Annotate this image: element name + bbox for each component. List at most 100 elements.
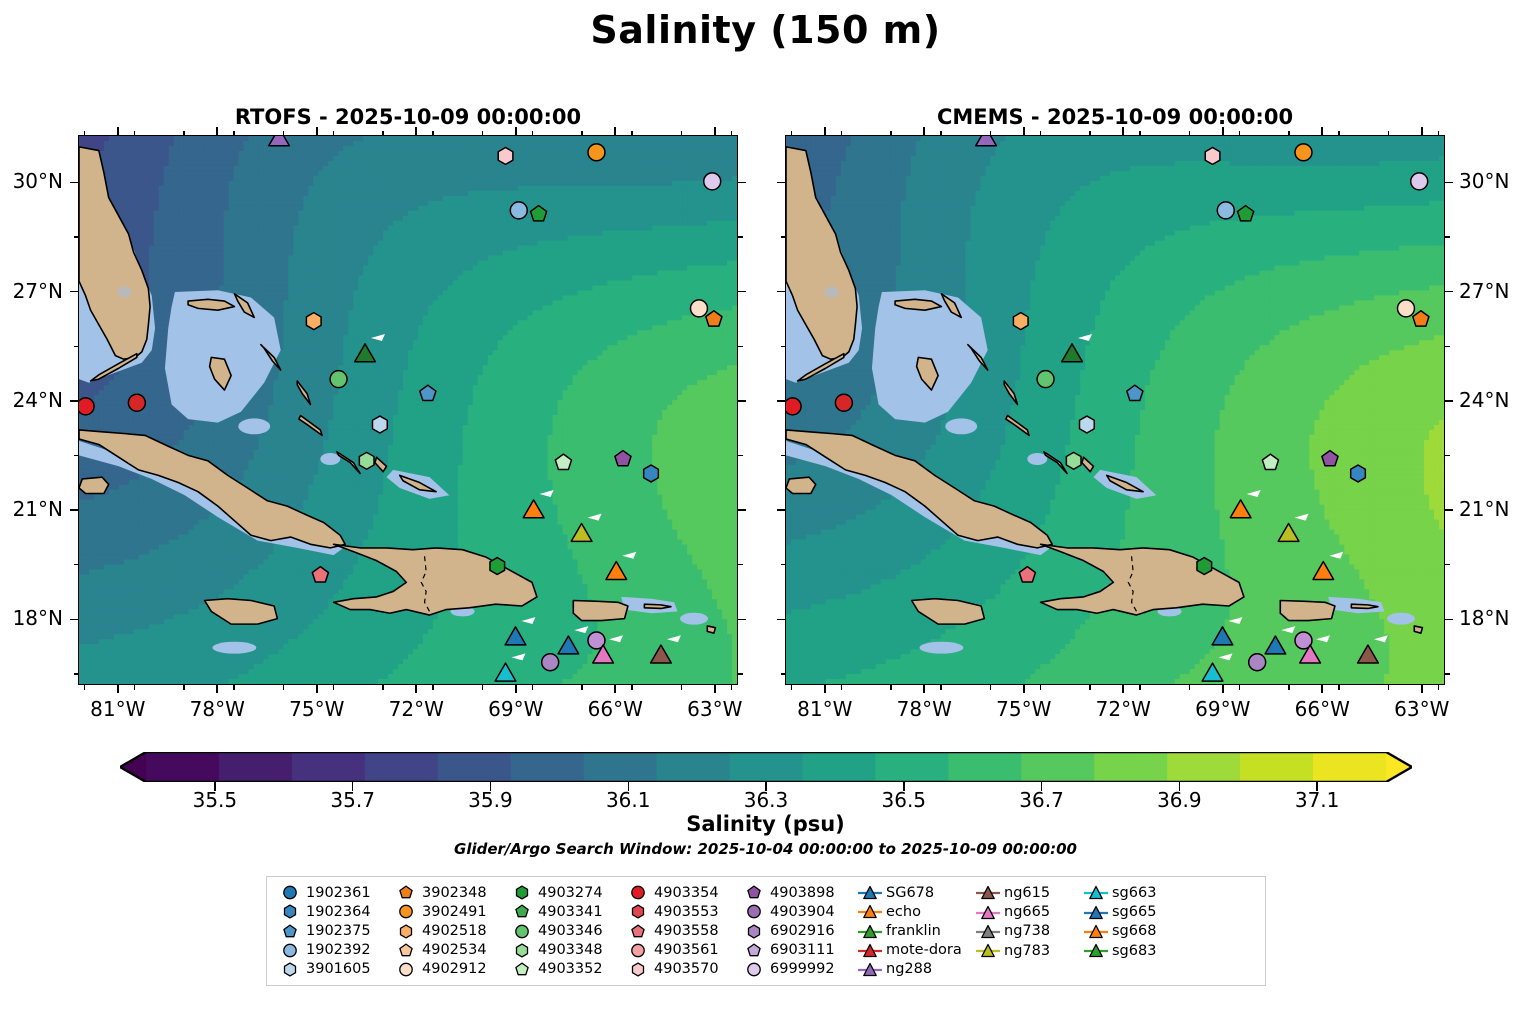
legend-item[interactable]: sg683 [1083, 941, 1183, 960]
legend-item[interactable]: ng738 [975, 922, 1083, 941]
legend-item[interactable]: 1902364 [277, 902, 393, 921]
x-axis-label: 63°W [1362, 697, 1482, 721]
y-axis-minor-tick [780, 673, 785, 675]
legend-item[interactable]: 1902361 [277, 883, 393, 902]
x-axis-tick [1221, 127, 1224, 135]
x-axis-tick [1420, 127, 1423, 135]
colorbar-tick-label: 35.7 [298, 788, 408, 812]
glider-triangle-icon [1083, 941, 1109, 960]
x-axis-label: 75°W [964, 697, 1084, 721]
legend-label: 4902912 [419, 961, 487, 977]
legend-item[interactable]: 1902392 [277, 941, 393, 960]
legend-item[interactable]: 4902518 [393, 921, 509, 940]
glider-triangle-icon [857, 883, 883, 902]
legend-item[interactable]: 6999992 [741, 960, 857, 979]
legend-label: 4902534 [419, 942, 487, 958]
legend-item[interactable]: 4903274 [509, 883, 625, 902]
argo-circle-icon [625, 883, 651, 902]
x-axis-label: 66°W [1262, 697, 1382, 721]
x-axis-minor-tick [790, 685, 793, 690]
x-axis-minor-tick [531, 130, 534, 135]
legend-label: sg665 [1109, 904, 1156, 920]
x-axis-tick [1221, 685, 1224, 693]
colorbar[interactable] [117, 750, 1415, 784]
legend-item[interactable]: 1902375 [277, 921, 393, 940]
legend-item[interactable]: 4903558 [625, 921, 741, 940]
colorbar-tick [1316, 782, 1318, 791]
y-axis-minor-tick [73, 345, 78, 347]
legend-column: 1902361 1902364 1902375 1902392 3901605 [277, 883, 393, 979]
legend-item[interactable]: franklin [857, 921, 975, 940]
x-axis-tick [1321, 127, 1324, 135]
y-axis-tick [777, 618, 785, 621]
legend-item[interactable]: 4903352 [509, 960, 625, 979]
x-axis-tick [1022, 127, 1025, 135]
legend-box[interactable]: 1902361 1902364 1902375 1902392 3901605 39023… [266, 876, 1266, 986]
legend-item[interactable]: ng783 [975, 941, 1083, 960]
x-axis-minor-tick [1188, 685, 1191, 690]
legend-item[interactable]: 4903570 [625, 960, 741, 979]
colorbar-tick [765, 782, 767, 791]
colorbar-tick-label: 35.5 [160, 788, 270, 812]
x-axis-minor-tick [432, 685, 434, 690]
legend-column: ng615 ng665 ng738 ng783 [975, 883, 1083, 979]
x-axis-tick [514, 685, 517, 693]
legend-item[interactable]: 4902912 [393, 960, 509, 979]
legend-item[interactable]: echo [857, 902, 975, 921]
glider-triangle-icon [1083, 883, 1109, 902]
argo-circle-icon [277, 883, 303, 902]
x-axis-minor-tick [1188, 130, 1191, 135]
y-axis-minor-tick [1445, 345, 1450, 347]
y-axis-tick [738, 618, 746, 621]
colorbar-tick [1040, 782, 1043, 791]
legend-label: ng738 [1001, 923, 1050, 939]
map-panel-rtofs[interactable] [78, 135, 738, 685]
legend-item[interactable]: 6902916 [741, 921, 857, 940]
argo-circle-icon [741, 902, 767, 921]
legend-label: 4903570 [651, 961, 719, 977]
glider-triangle-icon [857, 902, 883, 921]
x-axis-minor-tick [1089, 685, 1091, 690]
map-panel-cmems[interactable] [785, 135, 1445, 685]
legend-label: 3901605 [303, 961, 371, 977]
legend-item[interactable]: 3901605 [277, 960, 393, 979]
legend-item[interactable]: ng665 [975, 902, 1083, 921]
legend-item[interactable]: 4903348 [509, 941, 625, 960]
glider-triangle-icon [975, 883, 1001, 902]
legend-item[interactable]: 4903341 [509, 902, 625, 921]
argo-pentagon-icon [393, 941, 419, 960]
colorbar-tick-label: 36.7 [987, 788, 1097, 812]
legend-column: 4903354 4903553 4903558 4903561 4903570 [625, 883, 741, 979]
legend-item[interactable]: 4903904 [741, 902, 857, 921]
legend-item[interactable]: 3902491 [393, 902, 509, 921]
colorbar-tick [627, 782, 630, 791]
x-axis-label: 78°W [864, 697, 984, 721]
search-window-caption: Glider/Argo Search Window: 2025-10-04 00… [0, 840, 1531, 858]
legend-item[interactable]: 4902534 [393, 941, 509, 960]
legend-item[interactable]: ng615 [975, 883, 1083, 902]
legend-item[interactable]: mote-dora [857, 941, 975, 960]
y-axis-tick [70, 290, 78, 293]
legend-label: sg668 [1109, 923, 1156, 939]
legend-item[interactable]: sg668 [1083, 922, 1183, 941]
argo-pentagon-icon [741, 941, 767, 960]
argo-circle-icon [277, 941, 303, 960]
legend-item[interactable]: 4903553 [625, 902, 741, 921]
legend-item[interactable]: 6903111 [741, 941, 857, 960]
legend-item[interactable]: sg663 [1083, 883, 1183, 902]
legend-label: 1902392 [303, 942, 371, 958]
x-axis-tick [315, 127, 318, 135]
argo-circle-icon [393, 960, 419, 979]
legend-item[interactable]: 4903354 [625, 883, 741, 902]
legend-item[interactable]: 4903346 [509, 921, 625, 940]
legend-item[interactable]: ng288 [857, 960, 975, 979]
legend-item[interactable]: SG678 [857, 883, 975, 902]
legend-item[interactable]: 4903898 [741, 883, 857, 902]
y-axis-tick [777, 509, 785, 511]
legend-item[interactable]: 3902348 [393, 883, 509, 902]
legend-item[interactable]: 4903561 [625, 941, 741, 960]
legend-item[interactable]: sg665 [1083, 902, 1183, 921]
legend-label: 4903898 [767, 885, 835, 901]
x-axis-tick [823, 685, 826, 693]
y-axis-tick [70, 400, 78, 402]
